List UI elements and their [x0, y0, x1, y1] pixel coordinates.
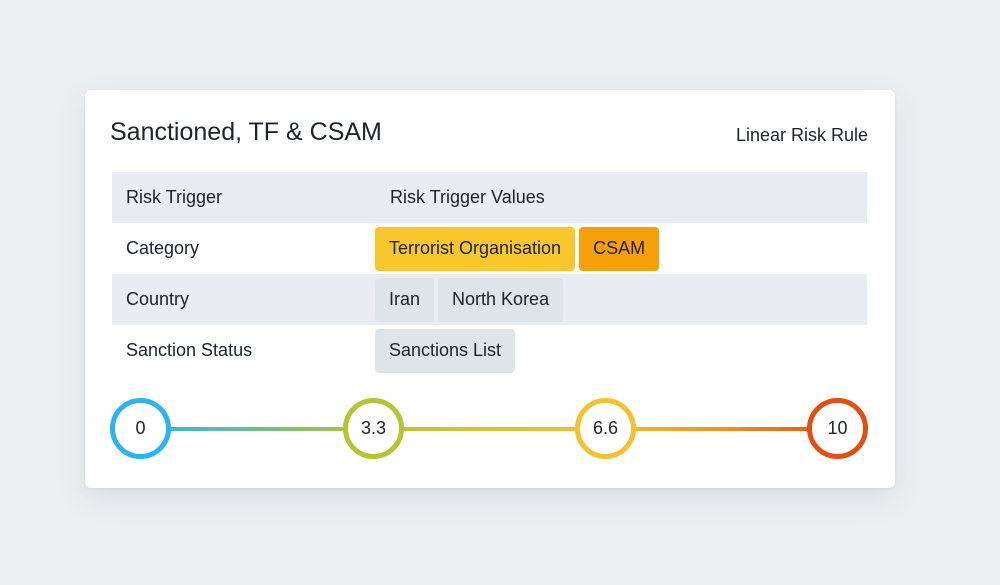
scale-point-0: 0: [110, 398, 171, 459]
header-risk-trigger-values: Risk Trigger Values: [390, 187, 545, 207]
row-label: Sanction Status: [126, 340, 253, 360]
scale-gradient-line: [140, 427, 840, 431]
chip-terrorist-organisation[interactable]: Terrorist Organisation: [375, 226, 576, 271]
value-chips: Iran North Korea: [375, 277, 564, 322]
rule-type-label: Linear Risk Rule: [735, 125, 868, 145]
chip-iran[interactable]: Iran: [375, 277, 435, 322]
scale-point-6-6: 6.6: [575, 398, 636, 459]
value-chips: Sanctions List: [375, 328, 516, 373]
risk-trigger-table: Risk Trigger Risk Trigger Values Categor…: [112, 172, 867, 376]
table-row-category: Category Terrorist Organisation CSAM: [112, 223, 867, 274]
row-label: Country: [126, 289, 190, 309]
scale-point-3-3: 3.3: [343, 398, 404, 459]
card-title: Sanctioned, TF & CSAM: [110, 118, 382, 146]
scale-point-10: 10: [807, 398, 868, 459]
chip-north-korea[interactable]: North Korea: [438, 277, 564, 322]
value-chips: Terrorist Organisation CSAM: [375, 226, 660, 271]
table-header-row: Risk Trigger Risk Trigger Values: [112, 172, 867, 223]
header-risk-trigger: Risk Trigger: [126, 187, 223, 207]
chip-sanctions-list[interactable]: Sanctions List: [375, 328, 516, 373]
row-label: Category: [126, 238, 200, 258]
chip-csam[interactable]: CSAM: [579, 226, 660, 271]
risk-rule-card: Sanctioned, TF & CSAM Linear Risk Rule R…: [85, 90, 895, 488]
table-row-sanction-status: Sanction Status Sanctions List: [112, 325, 867, 376]
risk-score-scale: 0 3.3 6.6 10: [110, 398, 870, 460]
table-row-country: Country Iran North Korea: [112, 274, 867, 325]
